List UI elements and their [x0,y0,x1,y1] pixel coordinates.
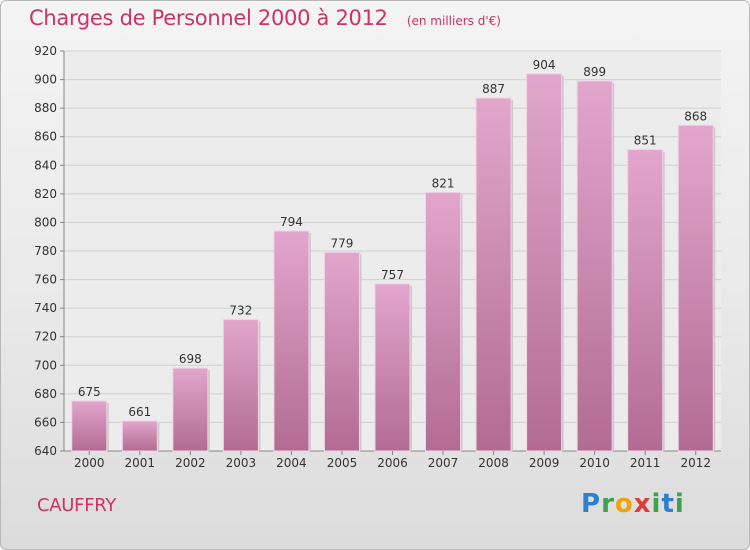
data-label: 732 [229,304,252,318]
x-tick-label: 2008 [478,456,509,470]
data-label: 868 [684,109,707,123]
data-label: 757 [381,268,404,282]
x-tick-label: 2001 [125,456,156,470]
x-tick-label: 2011 [630,456,661,470]
x-tick-label: 2009 [529,456,560,470]
data-label: 851 [634,134,657,148]
data-label: 698 [179,352,202,366]
bar [273,230,310,452]
x-tick-label: 2005 [327,456,358,470]
y-tick-label: 740 [34,301,57,315]
y-tick-label: 900 [34,73,57,87]
bar [627,149,664,452]
bar [475,97,512,452]
x-tick-label: 2006 [377,456,408,470]
y-tick-label: 820 [34,187,57,201]
x-tick-label: 2003 [226,456,257,470]
bar [172,367,209,452]
data-label: 821 [432,176,455,190]
y-tick-label: 720 [34,330,57,344]
y-tick-label: 860 [34,130,57,144]
y-tick-label: 880 [34,101,57,115]
proxiti-logo: Proxiti [581,489,685,519]
chart-subtitle: (en milliers d'€) [406,14,501,28]
y-tick-label: 780 [34,244,57,258]
bar [121,420,158,452]
chart-title: Charges de Personnel 2000 à 2012 [29,6,388,30]
y-tick-label: 700 [34,358,57,372]
bar [222,319,259,452]
bar [71,400,108,452]
y-tick-label: 840 [34,158,57,172]
data-label: 899 [583,65,606,79]
bar [323,251,360,452]
data-label: 675 [78,385,101,399]
x-tick-label: 2004 [276,456,307,470]
data-label: 661 [128,405,151,419]
data-label: 779 [331,236,354,250]
x-tick-label: 2007 [428,456,459,470]
bar [576,80,613,452]
y-tick-label: 760 [34,273,57,287]
commune-name: CAUFFRY [37,495,117,516]
y-tick-label: 920 [34,44,57,58]
title-row: Charges de Personnel 2000 à 2012 (en mil… [29,6,501,30]
y-tick-label: 800 [34,215,57,229]
data-label: 887 [482,82,505,96]
data-label: 794 [280,215,303,229]
x-tick-label: 2000 [74,456,105,470]
x-tick-label: 2010 [579,456,610,470]
bar [425,191,462,452]
bar [374,283,411,452]
data-label: 904 [533,58,556,72]
bar [677,124,714,452]
y-tick-label: 640 [34,444,57,458]
x-tick-label: 2012 [680,456,711,470]
y-tick-label: 680 [34,387,57,401]
y-tick-label: 660 [34,415,57,429]
x-tick-label: 2002 [175,456,206,470]
bar [526,73,563,452]
